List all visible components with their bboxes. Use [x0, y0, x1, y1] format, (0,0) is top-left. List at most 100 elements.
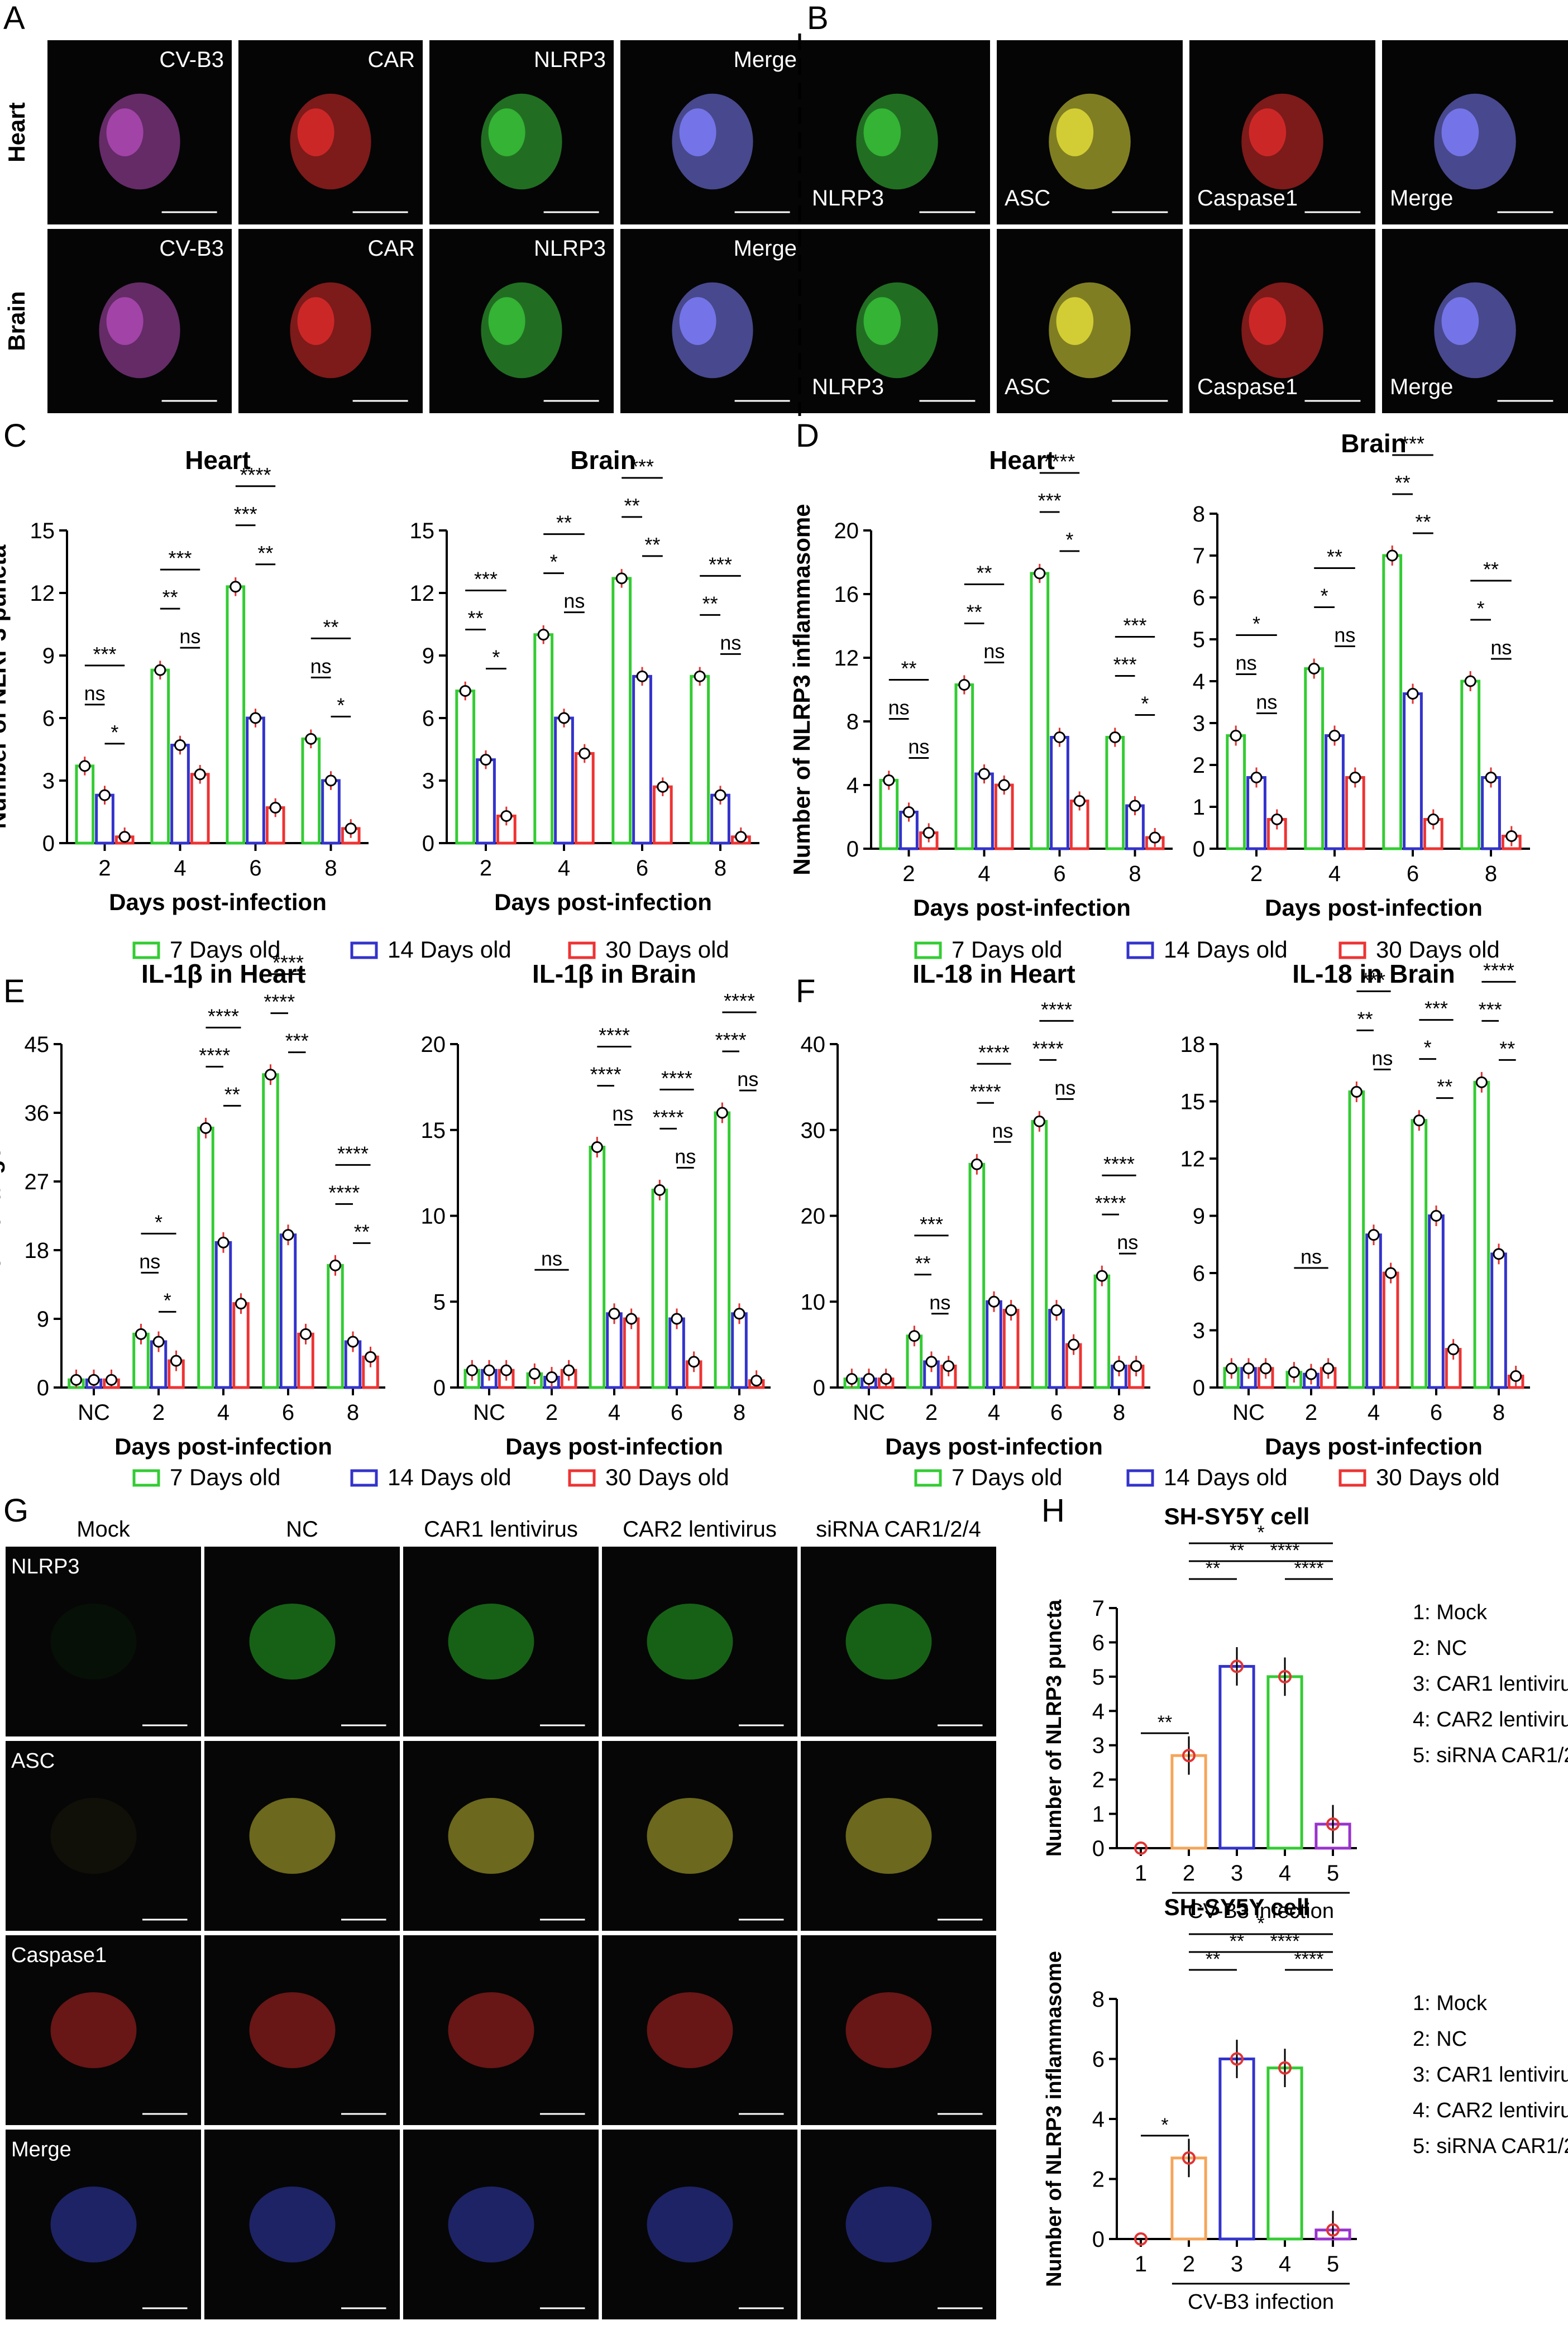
row-label-heart: Heart: [3, 102, 30, 162]
micrograph-background: [204, 1741, 400, 1931]
micrograph-background: [602, 1547, 797, 1736]
cell-signal-core: [1249, 108, 1287, 156]
legend-item: 1: Mock: [1413, 1992, 1488, 2015]
x-tick-label: 8: [733, 1400, 745, 1425]
cell-signal-core: [297, 297, 334, 345]
bar-0-4: [1473, 1080, 1490, 1389]
legend-label: 7 Days old: [952, 936, 1062, 963]
tile-label: NLRP3: [812, 186, 884, 210]
data-point: [558, 712, 570, 724]
bar-0-4: [327, 1264, 344, 1389]
y-tick-label: 0: [1092, 1836, 1105, 1861]
data-point: [269, 802, 281, 814]
data-point: [1230, 1659, 1244, 1673]
tile-label: CV-B3: [159, 236, 224, 261]
y-tick-label: 3: [1193, 711, 1205, 736]
x-tick-label: NC: [473, 1400, 505, 1425]
data-point: [174, 739, 186, 752]
x-tick-label: 4: [558, 856, 570, 881]
micrograph-b-1-3: Merge: [1382, 229, 1568, 413]
data-point: [608, 1308, 620, 1320]
significance-label: ***: [1424, 997, 1448, 1020]
tile-label: NLRP3: [534, 47, 606, 72]
y-tick-label: 16: [834, 582, 859, 607]
data-point: [1288, 1366, 1300, 1379]
data-point: [546, 1371, 558, 1384]
legend-swatch: [914, 1469, 942, 1487]
x-tick-label: 8: [1493, 1400, 1505, 1425]
panel-letter-h: H: [1041, 1492, 1065, 1529]
cell-signal: [448, 1992, 534, 2068]
legend-label: 14 Days old: [1164, 936, 1288, 963]
y-tick-label: 5: [1092, 1665, 1105, 1690]
significance-label: **: [224, 1083, 240, 1106]
y-tick-label: 3: [422, 769, 434, 793]
legend-swatch: [914, 941, 942, 959]
x-axis-label: Days post-infection: [885, 1433, 1103, 1460]
y-tick-label: 0: [847, 837, 859, 862]
cell-signal: [647, 1798, 733, 1874]
bar-1-0: [476, 758, 496, 845]
micrograph-g-3-2: [403, 2130, 599, 2319]
data-point: [528, 1367, 541, 1380]
data-point: [1225, 1362, 1237, 1375]
bar-0-3: [690, 674, 710, 845]
row-label-brain: Brain: [3, 291, 30, 351]
micrograph-background: [801, 1935, 996, 2125]
y-tick-label: 0: [37, 1376, 49, 1400]
significance-label: ****: [715, 1028, 747, 1051]
significance-label: ****: [1294, 1558, 1324, 1579]
data-point: [1326, 1817, 1340, 1831]
significance-label: ****: [199, 1044, 230, 1066]
data-point: [466, 1364, 478, 1376]
x-tick-label: 4: [174, 856, 186, 881]
data-point: [1242, 1362, 1255, 1375]
cell-signal: [448, 2187, 534, 2262]
bar-0-2: [968, 1162, 986, 1389]
legend-swatch: [1338, 941, 1366, 959]
x-tick-label: 2: [1183, 2252, 1195, 2276]
age-legend: 7 Days old 14 Days old 30 Days old: [914, 1464, 1500, 1490]
micrograph-g-0-3: [602, 1547, 797, 1736]
bar-0-0: [1226, 734, 1246, 850]
significance-label: ***: [1038, 489, 1062, 512]
data-point: [500, 810, 513, 822]
tile-label: ASC: [1005, 375, 1050, 399]
data-point: [1182, 1749, 1196, 1763]
cell-signal: [249, 1604, 336, 1680]
bar-1-1: [170, 744, 190, 845]
bar-2: [1218, 1664, 1255, 1850]
significance-label: ****: [1483, 959, 1514, 982]
legend-label: 14 Days old: [388, 936, 511, 963]
legend-swatch: [568, 1469, 596, 1487]
significance-label: ***: [474, 567, 498, 590]
bar-2-2: [1002, 1309, 1020, 1389]
y-tick-label: 2: [1092, 2168, 1105, 2192]
data-point: [1510, 1370, 1522, 1382]
micrograph-background: [801, 1741, 996, 1931]
data-point: [750, 1375, 763, 1387]
data-point: [988, 1295, 1000, 1308]
micrograph-a-1-1: CAR: [238, 229, 423, 413]
significance-label: *: [1477, 597, 1485, 620]
significance-label: **: [702, 592, 718, 615]
data-point: [282, 1229, 294, 1241]
significance-label: ns: [992, 1119, 1013, 1142]
significance-label: ****: [653, 1106, 684, 1128]
data-point: [99, 789, 111, 801]
data-point: [978, 768, 990, 780]
y-tick-label: 4: [1092, 1699, 1105, 1724]
legend-item: 4: CAR2 lentivirus: [1413, 1708, 1568, 1731]
legend-label: 14 Days old: [1164, 1464, 1288, 1490]
significance-label: **: [1327, 546, 1342, 568]
data-point: [1278, 1669, 1292, 1683]
data-point: [347, 1336, 359, 1348]
data-point: [998, 779, 1010, 791]
micrograph-g-3-1: [204, 2130, 400, 2319]
x-axis-label: Days post-infection: [913, 894, 1131, 921]
data-point: [329, 1259, 341, 1271]
bar-1-2: [214, 1241, 232, 1389]
data-point: [1349, 772, 1361, 783]
data-point: [88, 1374, 100, 1386]
y-tick-label: 18: [25, 1238, 50, 1263]
